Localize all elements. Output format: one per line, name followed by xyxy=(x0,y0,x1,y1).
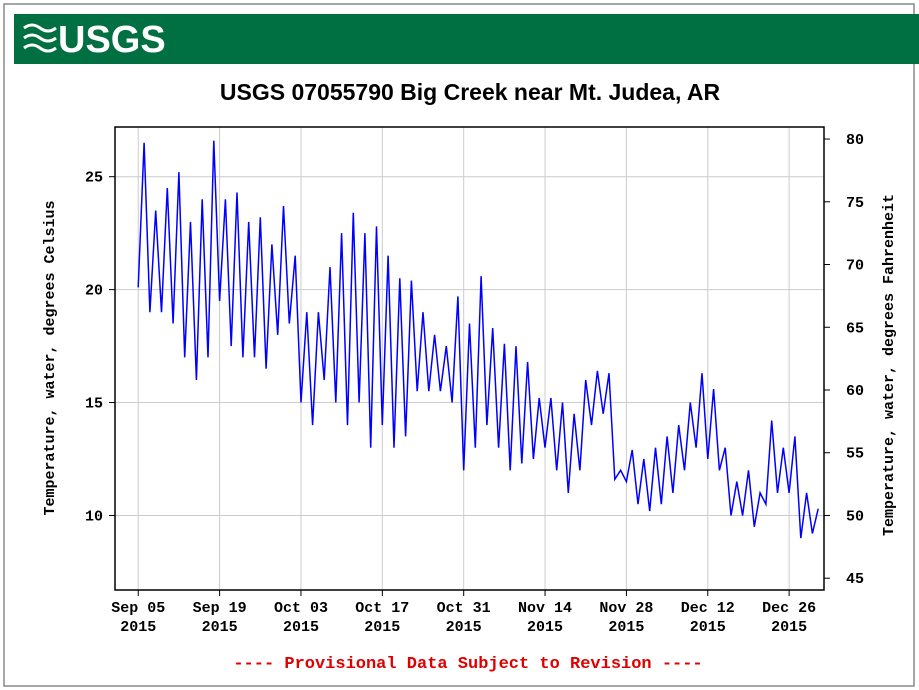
plot-border xyxy=(114,126,825,591)
y2-tick-label: 45 xyxy=(846,571,864,588)
y2-tick-label: 50 xyxy=(846,508,864,525)
x-tick-label: Nov 14 2015 xyxy=(518,600,573,636)
y-tick-label: 15 xyxy=(85,396,103,413)
y2-tick-label: 60 xyxy=(846,383,864,400)
x-tick-label: Dec 26 2015 xyxy=(762,600,817,636)
header-bar xyxy=(14,14,919,64)
y-tick-label: 20 xyxy=(85,283,103,300)
y-tick-label: 25 xyxy=(85,170,103,187)
y2-tick-label: 55 xyxy=(846,446,864,463)
x-tick-label: Oct 17 2015 xyxy=(355,600,410,636)
annotation: ---- Provisional Data Subject to Revisio… xyxy=(233,655,702,674)
y2-tick-label: 70 xyxy=(846,258,864,275)
chart-title: USGS 07055790 Big Creek near Mt. Judea, … xyxy=(220,79,721,105)
x-tick-label: Dec 12 2015 xyxy=(680,600,735,636)
x-tick-label: Oct 31 2015 xyxy=(436,600,491,636)
data-line xyxy=(137,140,819,539)
frame xyxy=(3,3,915,687)
x-tick-label: Oct 03 2015 xyxy=(273,600,328,636)
x-tick-label: Sep 05 2015 xyxy=(111,600,166,636)
logo: USGS xyxy=(58,19,166,61)
y2-axis-label: Temperature, water, degrees Fahrenheit xyxy=(881,194,898,536)
y2-tick-label: 75 xyxy=(846,195,864,212)
x-tick-label: Sep 19 2015 xyxy=(192,600,247,636)
y2-tick-label: 65 xyxy=(846,320,864,337)
y-axis-label: Temperature, water, degrees Celsius xyxy=(42,200,59,515)
y2-tick-label: 80 xyxy=(846,132,864,149)
logo-waves xyxy=(23,23,57,53)
y-tick-label: 10 xyxy=(85,508,103,525)
x-tick-label: Nov 28 2015 xyxy=(599,600,654,636)
plot-area xyxy=(115,127,824,590)
